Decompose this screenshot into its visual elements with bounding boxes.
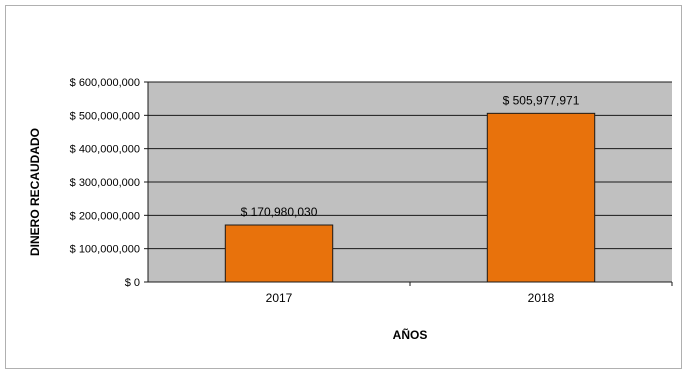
y-tick-label: $ 500,000,000	[70, 110, 140, 122]
bar-2018	[486, 112, 596, 283]
y-tick-label: $ 600,000,000	[70, 77, 140, 89]
y-tick-label: $ 200,000,000	[70, 210, 140, 222]
y-axis-title: DINERO RECAUDADO	[28, 128, 42, 256]
y-tick-label: $ 0	[125, 277, 140, 289]
y-tick-label: $ 400,000,000	[70, 144, 140, 156]
x-tick-label: 2017	[266, 291, 293, 305]
bar-2017	[224, 224, 334, 283]
data-labels: $ 170,980,030 $ 505,977,971	[241, 93, 580, 219]
bars	[224, 112, 596, 283]
x-axis-title: AÑOS	[393, 327, 428, 342]
data-label-2018: $ 505,977,971	[503, 93, 580, 107]
x-axis-tick-labels: 2017 2018	[266, 282, 673, 305]
y-axis-tick-labels: $ 0 $ 100,000,000 $ 200,000,000 $ 300,000,0…	[70, 77, 148, 289]
y-tick-label: $ 300,000,000	[70, 177, 140, 189]
x-tick-label: 2018	[528, 291, 555, 305]
y-tick-label: $ 100,000,000	[70, 244, 140, 256]
data-label-2017: $ 170,980,030	[241, 205, 318, 219]
